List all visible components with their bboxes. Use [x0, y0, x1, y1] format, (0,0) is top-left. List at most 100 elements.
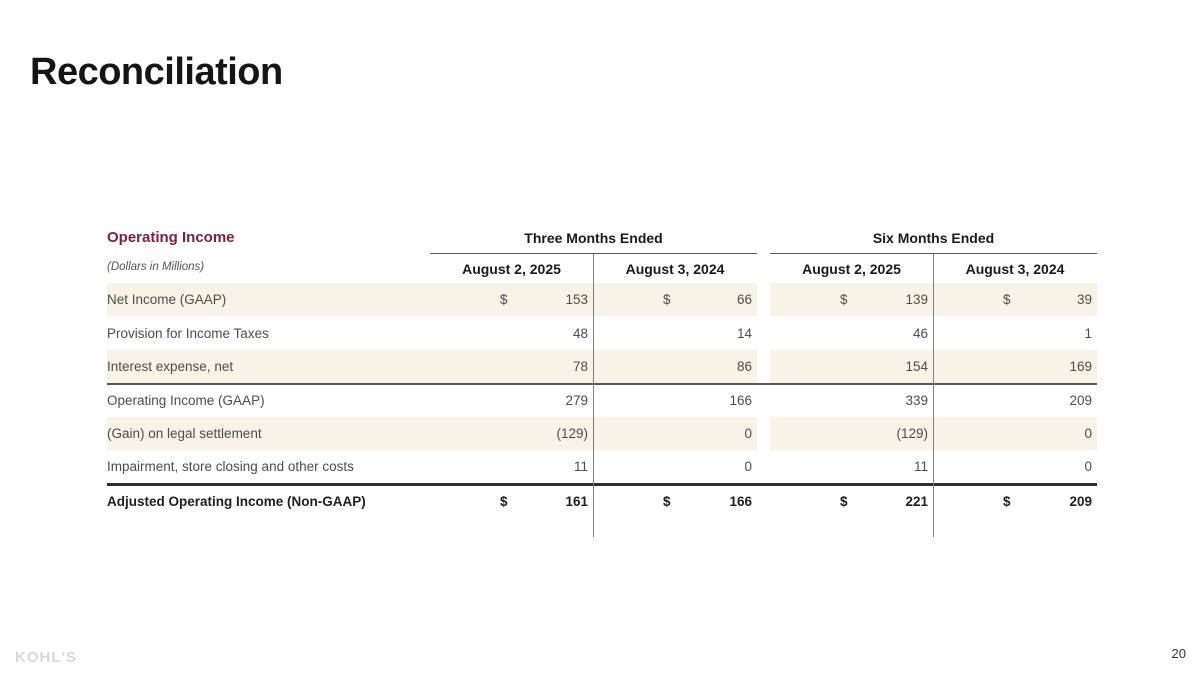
table-cell: 14	[593, 316, 757, 349]
dollar-sign: $	[500, 292, 508, 308]
cell-value: 0	[744, 459, 752, 475]
group-gap	[757, 450, 770, 483]
table-row: (Gain) on legal settlement (129) 0 (129)…	[107, 416, 1097, 450]
table-row: Interest expense, net 78 86 154 169	[107, 349, 1097, 384]
row-label: Operating Income (GAAP)	[107, 393, 265, 409]
table-cell: 339	[770, 385, 933, 416]
dollar-sign: $	[840, 493, 848, 509]
cell-value: 139	[905, 292, 928, 308]
table-cell: 0	[593, 450, 757, 483]
table-row-total: Adjusted Operating Income (Non-GAAP) $16…	[107, 483, 1097, 516]
group-gap	[757, 385, 770, 416]
dollar-sign: $	[840, 292, 848, 308]
group-gap	[757, 316, 770, 349]
cell-value: 0	[1084, 425, 1092, 441]
dollar-sign: $	[663, 292, 671, 308]
row-label: Impairment, store closing and other cost…	[107, 459, 354, 475]
table-cell: $221	[770, 486, 933, 516]
cell-value: 209	[1069, 393, 1092, 409]
table-cell: 166	[593, 385, 757, 416]
cell-value: 39	[1076, 292, 1092, 308]
table-cell: 11	[430, 450, 593, 483]
cell-value: 1	[1084, 325, 1092, 341]
table-rows: Net Income (GAAP) $153 $66 $139 $39 Prov…	[107, 283, 1097, 516]
dollar-sign: $	[663, 493, 671, 509]
reconciliation-table: Operating Income (Dollars in Millions) T…	[107, 228, 1097, 537]
cell-value: 11	[913, 459, 928, 475]
table-cell: (129)	[430, 416, 593, 450]
cell-value: 339	[905, 393, 928, 409]
table-cell: 0	[593, 416, 757, 450]
table-cell: 48	[430, 316, 593, 349]
column-group-three-months: Three Months Ended	[430, 230, 757, 254]
table-cell: 169	[933, 349, 1097, 384]
group-gap	[757, 417, 770, 450]
row-label: Net Income (GAAP)	[107, 283, 430, 317]
group-gap	[757, 486, 770, 516]
row-label: Provision for Income Taxes	[107, 325, 269, 341]
table-cell: (129)	[770, 416, 933, 450]
cell-value: 221	[905, 493, 928, 509]
table-cell: $66	[593, 283, 757, 317]
dollar-sign: $	[1003, 493, 1011, 509]
column-header: August 3, 2024	[625, 261, 725, 277]
page-number: 20	[1171, 646, 1186, 661]
group-gap	[757, 350, 770, 383]
table-cell: 78	[430, 349, 593, 384]
column-header: August 2, 2025	[462, 261, 561, 277]
cell-value: 78	[572, 358, 588, 374]
units-note: (Dollars in Millions)	[107, 261, 205, 273]
cell-value: 11	[573, 459, 588, 475]
table-cell: $166	[593, 486, 757, 516]
cell-value: 46	[912, 325, 928, 341]
table-cell: 209	[933, 385, 1097, 416]
table-cell: $209	[933, 486, 1097, 516]
cell-value: 166	[729, 493, 752, 509]
dollar-sign: $	[500, 493, 508, 509]
table-cell: $39	[933, 283, 1097, 317]
table-cell: 86	[593, 349, 757, 384]
table-cell: 11	[770, 450, 933, 483]
cell-value: (129)	[896, 425, 928, 441]
column-divider	[593, 254, 594, 537]
row-label: Adjusted Operating Income (Non-GAAP)	[107, 493, 366, 509]
cell-value: 166	[729, 393, 752, 409]
column-group-six-months: Six Months Ended	[770, 230, 1097, 254]
table-cell: 0	[933, 450, 1097, 483]
cell-value: 169	[1069, 358, 1092, 374]
row-label: Interest expense, net	[107, 349, 430, 384]
cell-value: 48	[572, 325, 588, 341]
table-cell: $161	[430, 486, 593, 516]
cell-value: 279	[565, 393, 588, 409]
table-row: Operating Income (GAAP) 279 166 339 209	[107, 383, 1097, 416]
page-title: Reconciliation	[30, 51, 283, 94]
table-row: Impairment, store closing and other cost…	[107, 450, 1097, 483]
row-label: (Gain) on legal settlement	[107, 416, 430, 450]
table-cell: 0	[933, 416, 1097, 450]
cell-value: 161	[565, 493, 588, 509]
cell-value: 0	[744, 425, 752, 441]
table-cell: 46	[770, 316, 933, 349]
table-header: Operating Income (Dollars in Millions) T…	[107, 228, 1097, 283]
table-cell: $153	[430, 283, 593, 317]
cell-value: 154	[905, 358, 928, 374]
table-row: Provision for Income Taxes 48 14 46 1	[107, 316, 1097, 349]
table-cell: 154	[770, 349, 933, 384]
table-cell: 1	[933, 316, 1097, 349]
table-cell: 279	[430, 385, 593, 416]
column-divider	[933, 254, 934, 537]
cell-value: 66	[736, 292, 752, 308]
cell-value: 0	[1084, 459, 1092, 475]
cell-value: 209	[1069, 493, 1092, 509]
dollar-sign: $	[1003, 292, 1011, 308]
group-gap	[757, 283, 770, 316]
table-row: Net Income (GAAP) $153 $66 $139 $39	[107, 283, 1097, 317]
cell-value: 14	[736, 325, 752, 341]
column-header: August 2, 2025	[802, 261, 901, 277]
kohls-logo: KOHL'S	[15, 649, 78, 666]
table-section-title: Operating Income	[107, 229, 235, 246]
cell-value: 86	[736, 358, 752, 374]
table-cell: $139	[770, 283, 933, 317]
cell-value: 153	[565, 292, 588, 308]
cell-value: (129)	[556, 425, 588, 441]
